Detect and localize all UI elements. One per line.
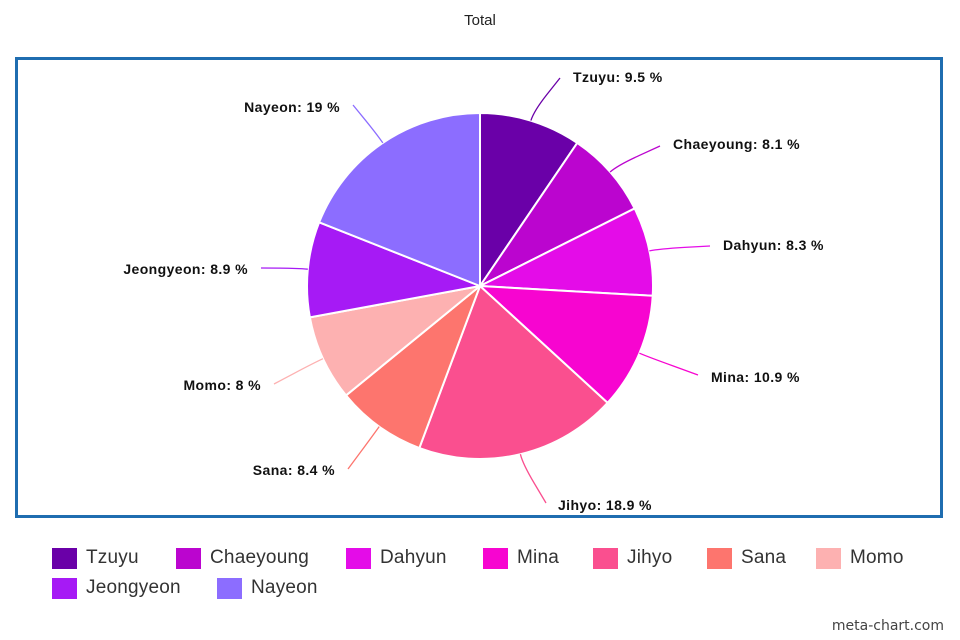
pie-slice-dahyun[interactable] xyxy=(476,207,654,297)
legend-swatch xyxy=(52,547,77,569)
pie-slice-sana[interactable] xyxy=(344,282,483,450)
pie-slice-chaeyoung[interactable] xyxy=(477,141,636,289)
legend-item-momo[interactable]: Momo xyxy=(816,546,904,570)
data-label-momo: Momo: 8 % xyxy=(184,377,262,393)
pie-slices xyxy=(305,111,654,460)
leader-line-jeongyeon xyxy=(260,267,308,270)
legend-label: Tzuyu xyxy=(86,547,139,568)
leader-line-jihyo xyxy=(519,454,547,504)
pie-slice-tzuyu[interactable] xyxy=(479,111,579,290)
leader-line-mina xyxy=(639,352,699,376)
legend-item-dahyun[interactable]: Dahyun xyxy=(346,546,447,570)
data-label-jihyo: Jihyo: 18.9 % xyxy=(558,497,652,513)
data-label-sana: Sana: 8.4 % xyxy=(253,462,335,478)
plot-area: Tzuyu: 9.5 % Chaeyoung: 8.1 % Dahyun: 8.3 … xyxy=(15,57,943,518)
data-label-dahyun: Dahyun: 8.3 % xyxy=(723,237,824,253)
data-label-chaeyoung: Chaeyoung: 8.1 % xyxy=(673,136,800,152)
legend-item-chaeyoung[interactable]: Chaeyoung xyxy=(176,546,309,570)
legend-label: Jeongyeon xyxy=(86,577,181,598)
pie-slice-jeongyeon[interactable] xyxy=(305,221,484,319)
legend-swatch xyxy=(707,547,732,569)
pie-slice-jihyo[interactable] xyxy=(418,284,610,460)
legend-item-mina[interactable]: Mina xyxy=(483,546,559,570)
legend-swatch xyxy=(176,547,201,569)
chart-title: Total xyxy=(464,12,496,29)
legend-swatch xyxy=(593,547,618,569)
legend-label: Jihyo xyxy=(627,547,673,568)
leader-line-momo xyxy=(273,358,324,385)
legend-swatch xyxy=(483,547,508,569)
legend-swatch xyxy=(52,577,77,599)
legend-label: Sana xyxy=(741,547,787,568)
legend-item-jeongyeon[interactable]: Jeongyeon xyxy=(52,576,181,600)
legend-label: Momo xyxy=(850,547,904,568)
leader-line-sana xyxy=(347,426,380,470)
legend-swatch xyxy=(346,547,371,569)
legend-swatch xyxy=(217,577,242,599)
data-label-mina: Mina: 10.9 % xyxy=(711,369,800,385)
data-label-jeongyeon: Jeongyeon: 8.9 % xyxy=(123,261,248,277)
pie-labels: Tzuyu: 9.5 % Chaeyoung: 8.1 % Dahyun: 8.3 … xyxy=(123,69,824,513)
legend-item-tzuyu[interactable]: Tzuyu xyxy=(52,546,139,570)
pie-slice-mina[interactable] xyxy=(477,284,654,405)
leader-line-dahyun xyxy=(649,245,711,252)
leader-line-tzuyu xyxy=(530,77,561,121)
legend-item-nayeon[interactable]: Nayeon xyxy=(217,576,318,600)
pie-slice-nayeon[interactable] xyxy=(317,111,481,288)
legend-item-jihyo[interactable]: Jihyo xyxy=(593,546,672,570)
watermark: meta-chart.com xyxy=(831,618,944,634)
legend-label: Nayeon xyxy=(251,577,318,598)
data-label-tzuyu: Tzuyu: 9.5 % xyxy=(573,69,663,85)
legend-item-sana[interactable]: Sana xyxy=(707,546,786,570)
data-label-nayeon: Nayeon: 19 % xyxy=(244,99,340,115)
pie-chart: Tzuyu: 9.5 % Chaeyoung: 8.1 % Dahyun: 8.3 … xyxy=(123,69,824,513)
legend-swatch xyxy=(816,547,841,569)
legend-label: Chaeyoung xyxy=(210,547,309,568)
legend-label: Mina xyxy=(517,547,559,568)
legend-label: Dahyun xyxy=(380,547,447,568)
leader-line-chaeyoung xyxy=(609,145,661,173)
leader-line-nayeon xyxy=(352,104,384,144)
